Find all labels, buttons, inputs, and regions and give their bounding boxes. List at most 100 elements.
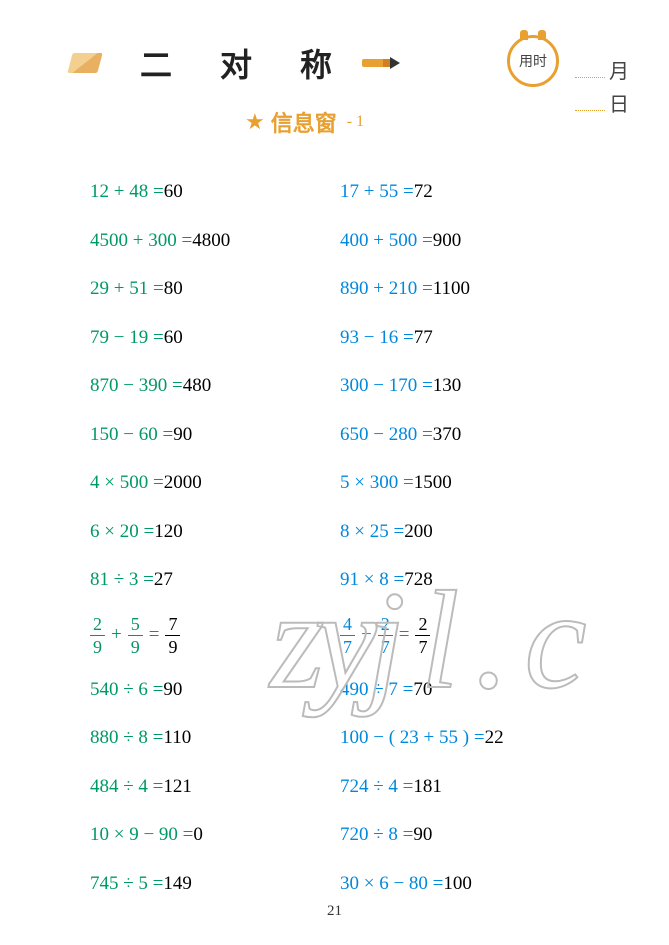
fraction: 47	[340, 615, 355, 656]
problem-row: 650 − 280 = 370	[340, 421, 590, 450]
problem-row: 4 × 500 = 2000	[90, 469, 340, 498]
problem-row: 47 − 27 = 27	[340, 615, 590, 656]
problem-row: 10 × 9 − 90 = 0	[90, 821, 340, 850]
problem-row: 81 ÷ 3 = 27	[90, 566, 340, 595]
answer: 2000	[164, 469, 202, 498]
eraser-icon	[67, 53, 102, 73]
problem-row: 745 ÷ 5 = 149	[90, 870, 340, 899]
answer: 90	[413, 821, 432, 850]
pencil-icon	[362, 59, 392, 67]
fraction-numerator: 2	[378, 615, 393, 635]
fraction: 79	[165, 615, 180, 656]
expression: 79 − 19 =	[90, 324, 164, 353]
answer: 110	[163, 724, 191, 753]
problem-row: 720 ÷ 8 = 90	[340, 821, 590, 850]
problem-row: 6 × 20 = 120	[90, 518, 340, 547]
answer: 181	[413, 773, 442, 802]
timer-badge: 用时	[507, 35, 559, 87]
month-line: 月	[575, 55, 629, 84]
fraction: 59	[128, 615, 143, 656]
equals-sign: =	[399, 621, 410, 650]
fraction-denominator: 9	[128, 635, 143, 656]
answer: 1100	[433, 275, 470, 304]
expression: 8 × 25 =	[340, 518, 404, 547]
problem-row: 29 + 59 = 79	[90, 615, 340, 656]
problem-row: 880 ÷ 8 = 110	[90, 724, 340, 753]
answer: 27	[154, 566, 173, 595]
problem-row: 870 − 390 = 480	[90, 372, 340, 401]
expression: 540 ÷ 6 =	[90, 676, 163, 705]
problem-row: 724 ÷ 4 = 181	[340, 773, 590, 802]
answer: 130	[433, 372, 462, 401]
answer: 70	[413, 676, 432, 705]
fraction-denominator: 7	[415, 635, 430, 656]
expression: 30 × 6 − 80 =	[340, 870, 443, 899]
problem-row: 91 × 8 = 728	[340, 566, 590, 595]
problem-row: 79 − 19 = 60	[90, 324, 340, 353]
month-label: 月	[609, 55, 629, 84]
expression: 724 ÷ 4 =	[340, 773, 413, 802]
answer: 121	[163, 773, 192, 802]
answer: 72	[414, 178, 433, 207]
fraction-numerator: 2	[90, 615, 105, 635]
expression: 890 + 210 =	[340, 275, 433, 304]
expression: 4500 + 300 =	[90, 227, 192, 256]
answer: 100	[443, 870, 472, 899]
problem-row: 890 + 210 = 1100	[340, 275, 590, 304]
expression: 100 − ( 23 + 55 ) =	[340, 724, 485, 753]
subtitle-row: ★ 信息窗 - 1	[10, 106, 599, 138]
fraction-numerator: 4	[340, 615, 355, 635]
day-line: 日	[575, 88, 629, 117]
answer: 370	[433, 421, 462, 450]
expression: 29 + 51 =	[90, 275, 164, 304]
expression: 150 − 60 =	[90, 421, 173, 450]
fraction: 29	[90, 615, 105, 656]
problem-row: 30 × 6 − 80 = 100	[340, 870, 590, 899]
fraction-expression: 29 + 59 = 79	[90, 615, 180, 656]
timer-label: 用时	[519, 51, 547, 71]
answer: 149	[163, 870, 192, 899]
problem-row: 29 + 51 = 80	[90, 275, 340, 304]
fraction-denominator: 9	[90, 635, 105, 656]
fraction: 27	[378, 615, 393, 656]
problem-row: 5 × 300 = 1500	[340, 469, 590, 498]
problem-row: 150 − 60 = 90	[90, 421, 340, 450]
chapter-title: 二 对 称	[140, 40, 352, 86]
problems-grid: 12 + 48 = 6017 + 55 = 724500 + 300 = 480…	[0, 158, 669, 898]
operator: −	[361, 621, 372, 650]
problem-row: 4500 + 300 = 4800	[90, 227, 340, 256]
expression: 400 + 500 =	[340, 227, 433, 256]
page-number: 21	[0, 903, 669, 920]
answer: 728	[404, 566, 433, 595]
expression: 484 ÷ 4 =	[90, 773, 163, 802]
expression: 880 ÷ 8 =	[90, 724, 163, 753]
answer: 480	[183, 372, 212, 401]
problem-row: 100 − ( 23 + 55 ) = 22	[340, 724, 590, 753]
answer: 900	[433, 227, 462, 256]
problem-row: 490 ÷ 7 = 70	[340, 676, 590, 705]
month-blank	[575, 62, 605, 78]
problem-row: 484 ÷ 4 = 121	[90, 773, 340, 802]
problem-row: 93 − 16 = 77	[340, 324, 590, 353]
expression: 12 + 48 =	[90, 178, 164, 207]
expression: 81 ÷ 3 =	[90, 566, 154, 595]
fraction-numerator: 7	[165, 615, 180, 635]
problem-row: 17 + 55 = 72	[340, 178, 590, 207]
answer: 80	[164, 275, 183, 304]
fraction-numerator: 2	[415, 615, 430, 635]
answer: 0	[193, 821, 203, 850]
answer: 90	[163, 676, 182, 705]
expression: 17 + 55 =	[340, 178, 414, 207]
answer: 1500	[414, 469, 452, 498]
expression: 720 ÷ 8 =	[340, 821, 413, 850]
day-blank	[575, 95, 605, 111]
answer: 90	[173, 421, 192, 450]
expression: 5 × 300 =	[340, 469, 414, 498]
expression: 650 − 280 =	[340, 421, 433, 450]
worksheet-header: 二 对 称 用时 月 日 ★ 信息窗 - 1	[0, 0, 669, 158]
answer: 4800	[192, 227, 230, 256]
fraction-denominator: 7	[340, 635, 355, 656]
expression: 4 × 500 =	[90, 469, 164, 498]
expression: 10 × 9 − 90 =	[90, 821, 193, 850]
expression: 6 × 20 =	[90, 518, 154, 547]
